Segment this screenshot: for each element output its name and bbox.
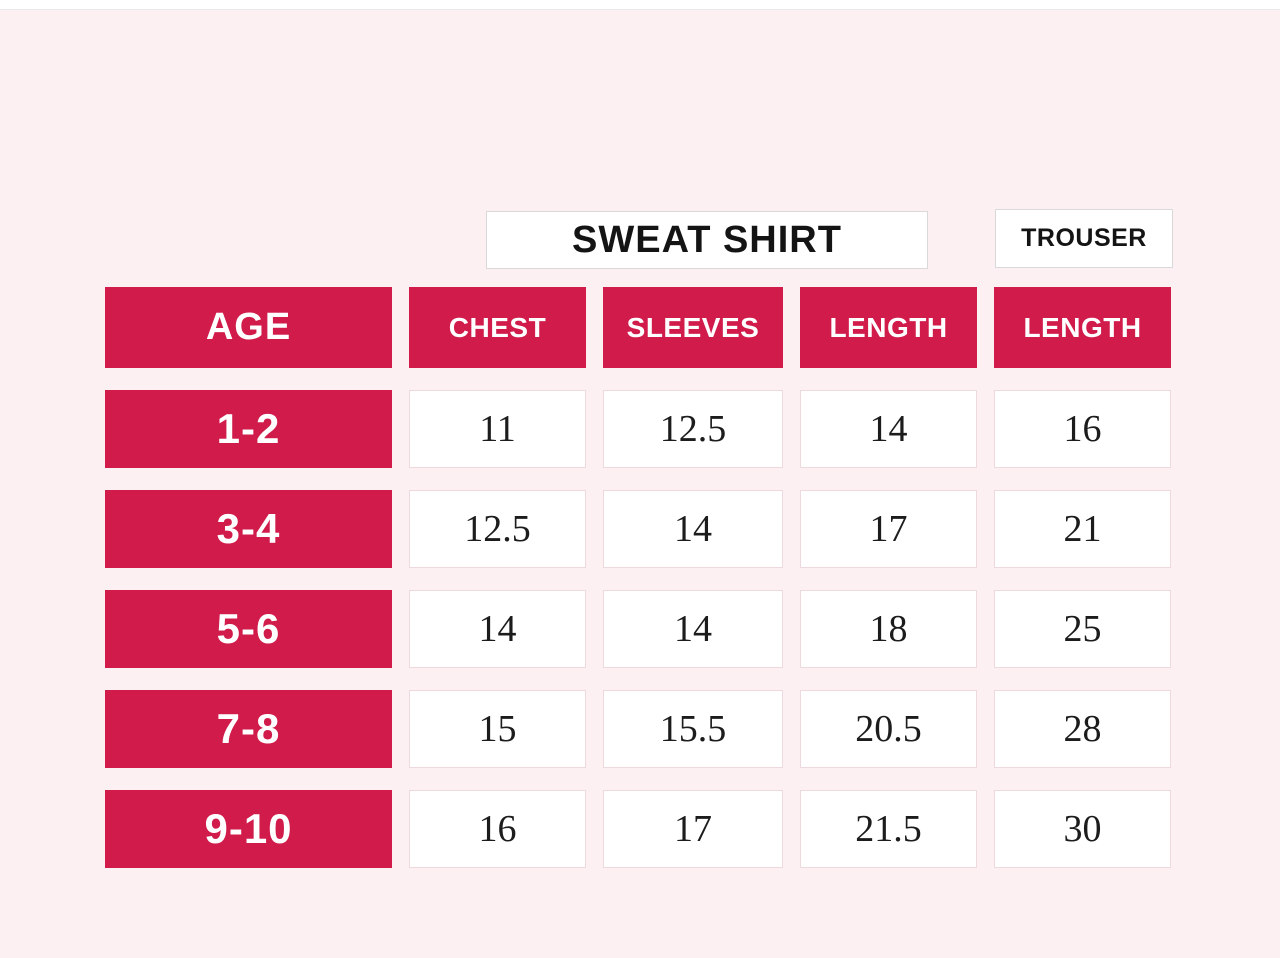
value-cell-chest: 12.5 — [409, 490, 586, 568]
value-cell-chest: 15 — [409, 690, 586, 768]
value-cell-chest: 14 — [409, 590, 586, 668]
value-cell-length: 20.5 — [800, 690, 977, 768]
column-header-chest: CHEST — [409, 287, 586, 368]
age-cell: 3-4 — [105, 490, 392, 568]
column-header-length: LENGTH — [800, 287, 977, 368]
value-cell-trouser-length: 21 — [994, 490, 1171, 568]
age-cell: 7-8 — [105, 690, 392, 768]
value-cell-sleeves: 14 — [603, 590, 783, 668]
top-divider — [0, 0, 1280, 10]
column-header-trouser-length: LENGTH — [994, 287, 1171, 368]
column-header-sleeves: SLEEVES — [603, 287, 783, 368]
value-cell-length: 17 — [800, 490, 977, 568]
value-cell-sleeves: 12.5 — [603, 390, 783, 468]
value-cell-trouser-length: 25 — [994, 590, 1171, 668]
value-cell-length: 14 — [800, 390, 977, 468]
value-cell-chest: 16 — [409, 790, 586, 868]
value-cell-sleeves: 14 — [603, 490, 783, 568]
value-cell-trouser-length: 30 — [994, 790, 1171, 868]
size-table: AGE CHEST SLEEVES LENGTH LENGTH 1-2 11 1… — [105, 287, 1171, 868]
value-cell-trouser-length: 28 — [994, 690, 1171, 768]
value-cell-trouser-length: 16 — [994, 390, 1171, 468]
sweat-shirt-title: SWEAT SHIRT — [486, 211, 928, 269]
age-cell: 9-10 — [105, 790, 392, 868]
value-cell-length: 21.5 — [800, 790, 977, 868]
age-cell: 1-2 — [105, 390, 392, 468]
value-cell-sleeves: 17 — [603, 790, 783, 868]
age-header: AGE — [105, 287, 392, 368]
value-cell-chest: 11 — [409, 390, 586, 468]
value-cell-sleeves: 15.5 — [603, 690, 783, 768]
trouser-title: TROUSER — [995, 209, 1173, 268]
age-cell: 5-6 — [105, 590, 392, 668]
value-cell-length: 18 — [800, 590, 977, 668]
